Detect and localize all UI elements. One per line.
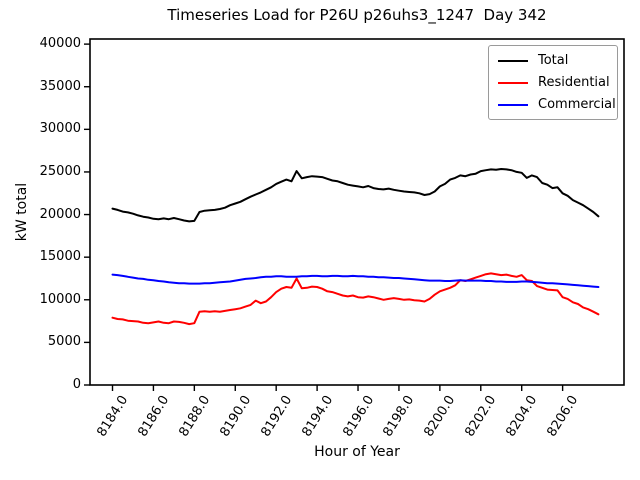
y-tick-label: 30000 (39, 121, 81, 137)
legend-line-swatch-commercial (498, 103, 528, 106)
legend-entry-residential: Residential (498, 75, 610, 90)
y-tick-label: 25000 (39, 163, 81, 179)
series-line-commercial (111, 273, 600, 288)
legend-line-swatch-residential (498, 81, 528, 84)
legend-label: Residential (538, 75, 610, 90)
y-tick-label: 0 (72, 377, 81, 392)
legend-entry-total: Total (498, 53, 608, 68)
axes-frame (89, 38, 625, 386)
y-tick-label: 35000 (39, 78, 81, 94)
y-tick-label: 5000 (47, 334, 81, 350)
series-line-residential (111, 272, 600, 326)
legend: Total Residential Commercial (488, 45, 618, 120)
y-tick-label: 20000 (39, 206, 81, 222)
series-line-total (111, 168, 600, 223)
y-axis-label: kW total (14, 182, 30, 242)
legend-line-swatch-total (498, 59, 528, 62)
legend-label: Total (538, 53, 569, 68)
y-tick-label: 15000 (39, 249, 81, 265)
legend-label: Commercial (538, 97, 616, 112)
legend-entry-commercial: Commercial (498, 97, 616, 112)
chart-title: Timeseries Load for P26U p26uhs3_1247 Da… (167, 6, 547, 24)
x-axis-label: Hour of Year (314, 444, 400, 460)
y-tick-label: 40000 (39, 36, 81, 52)
y-tick-label: 10000 (39, 291, 81, 307)
